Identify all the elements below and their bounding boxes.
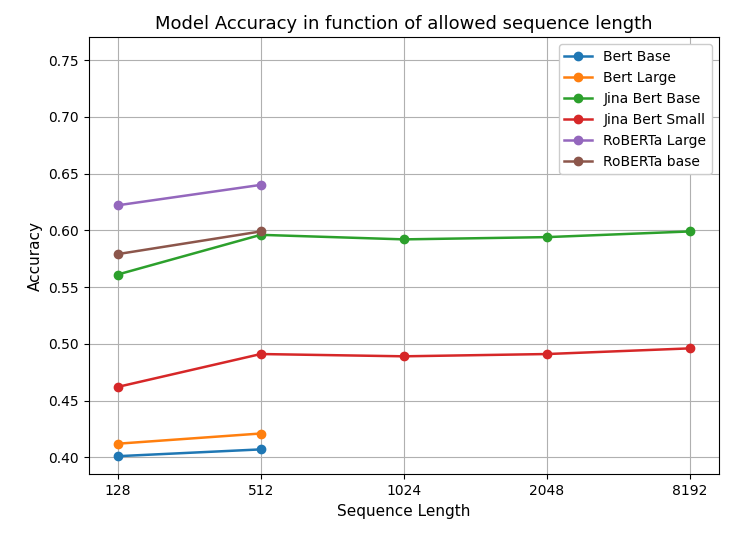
Jina Bert Small xyxy=(399,353,408,359)
Jina Bert Base xyxy=(685,228,694,235)
Jina Bert Small xyxy=(685,345,694,352)
Jina Bert Base xyxy=(542,234,551,240)
Y-axis label: Accuracy: Accuracy xyxy=(28,221,43,291)
RoBERTa base xyxy=(113,251,122,257)
Jina Bert Small xyxy=(256,351,265,357)
Jina Bert Base xyxy=(256,232,265,238)
Bert Base xyxy=(113,453,122,459)
Line: RoBERTa Large: RoBERTa Large xyxy=(113,181,265,209)
Title: Model Accuracy in function of allowed sequence length: Model Accuracy in function of allowed se… xyxy=(155,15,653,33)
Line: Bert Base: Bert Base xyxy=(113,445,265,461)
Jina Bert Base xyxy=(113,271,122,278)
Bert Base xyxy=(256,446,265,453)
Line: Jina Bert Base: Jina Bert Base xyxy=(113,227,694,279)
Legend: Bert Base, Bert Large, Jina Bert Base, Jina Bert Small, RoBERTa Large, RoBERTa b: Bert Base, Bert Large, Jina Bert Base, J… xyxy=(559,44,712,174)
Jina Bert Base xyxy=(399,236,408,243)
Line: RoBERTa base: RoBERTa base xyxy=(113,227,265,259)
RoBERTa Large xyxy=(113,202,122,208)
Jina Bert Small xyxy=(113,384,122,390)
X-axis label: Sequence Length: Sequence Length xyxy=(337,504,471,519)
RoBERTa Large xyxy=(256,182,265,188)
Jina Bert Small xyxy=(542,351,551,357)
Line: Jina Bert Small: Jina Bert Small xyxy=(113,344,694,391)
Bert Large xyxy=(256,430,265,437)
RoBERTa base xyxy=(256,228,265,235)
Line: Bert Large: Bert Large xyxy=(113,430,265,448)
Bert Large xyxy=(113,440,122,447)
